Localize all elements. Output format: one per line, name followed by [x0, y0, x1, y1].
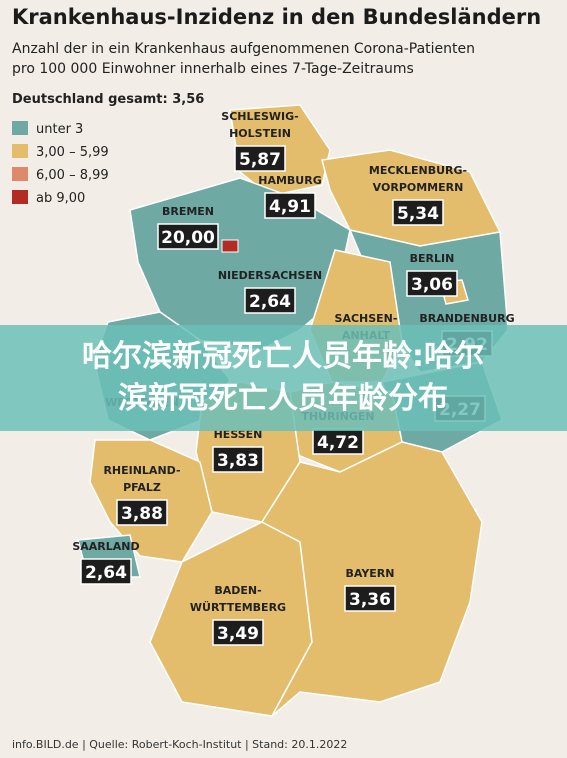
state-value: 3,83 [217, 451, 259, 471]
state-name: RHEINLAND- [103, 464, 180, 477]
state-name: PFALZ [123, 481, 161, 494]
value-box [406, 270, 458, 297]
state-name: SACHSEN- [335, 312, 398, 325]
state-name: SCHLESWIG- [221, 110, 298, 123]
title: Krankenhaus-Inzidenz in den Bundesländer… [12, 5, 541, 29]
state-value: 4,72 [317, 433, 359, 453]
bremen-area [221, 239, 239, 253]
state-value: 5,87 [239, 150, 281, 170]
state-value: 3,88 [121, 504, 163, 524]
legend-label: 6,00 – 8,99 [36, 168, 109, 183]
overlay-text: 滨新冠死亡人员年龄分布 [118, 381, 448, 416]
state-name: MECKLENBURG- [369, 164, 467, 177]
footer: info.BILD.de | Quelle: Robert-Koch-Insti… [12, 738, 347, 751]
state-name: BREMEN [162, 205, 214, 218]
value-box [116, 499, 168, 526]
value-box [157, 223, 219, 250]
value-box [234, 145, 286, 172]
state-name: HAMBURG [258, 174, 321, 187]
state-value: 3,36 [349, 590, 391, 610]
legend-swatch [12, 190, 28, 204]
legend-label: unter 3 [36, 122, 83, 137]
state-name: VORPOMMERN [373, 181, 464, 194]
state-name: HESSEN [214, 428, 263, 441]
overlay-text: 哈尔滨新冠死亡人员年龄:哈尔 [82, 339, 484, 374]
state-name: WÜRTTEMBERG [190, 600, 286, 614]
value-box [80, 558, 132, 585]
value-box [212, 619, 264, 646]
state-name: NIEDERSACHSEN [218, 269, 322, 282]
state-name: HOLSTEIN [229, 127, 291, 140]
state-value: 3,49 [217, 624, 259, 644]
state-name: BERLIN [410, 252, 455, 265]
legend-label: 3,00 – 5,99 [36, 145, 109, 160]
value-box [344, 585, 396, 612]
value-box [392, 199, 444, 226]
state-name: SAARLAND [72, 540, 139, 553]
subtitle: pro 100 000 Einwohner innerhalb eines 7-… [12, 61, 414, 77]
legend-swatch [12, 121, 28, 135]
state-value: 4,91 [269, 197, 311, 217]
overlay-band [0, 325, 567, 431]
legend: unter 3 3,00 – 5,99 6,00 – 8,99 ab 9,00 [12, 121, 109, 206]
state-value: 5,34 [397, 204, 439, 224]
subtitle: Anzahl der in ein Krankenhaus aufgenomme… [12, 41, 475, 57]
value-box [244, 287, 296, 314]
value-box [264, 192, 316, 219]
state-value: 3,06 [411, 275, 453, 295]
state-name: BADEN- [214, 584, 261, 597]
state-value: 20,00 [161, 228, 215, 248]
total: Deutschland gesamt: 3,56 [12, 92, 204, 107]
state-value: 2,64 [85, 563, 127, 583]
state-name: BRANDENBURG [419, 312, 514, 325]
value-box [212, 446, 264, 473]
legend-swatch [12, 144, 28, 158]
legend-label: ab 9,00 [36, 191, 85, 206]
legend-swatch [12, 167, 28, 181]
state-value: 2,64 [249, 292, 291, 312]
region [260, 441, 483, 717]
state-name: BAYERN [345, 567, 394, 580]
